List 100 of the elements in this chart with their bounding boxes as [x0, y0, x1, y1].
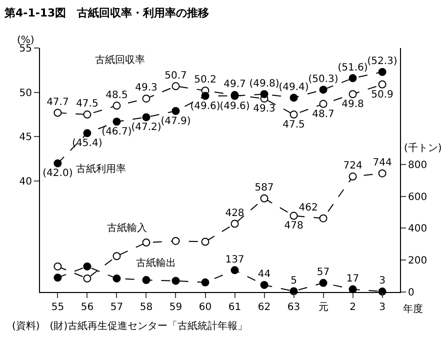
y-tick-label: 40	[19, 176, 32, 188]
point	[54, 108, 62, 117]
data-label: (49.8)	[249, 78, 280, 90]
y2-tick-label: 200	[408, 256, 428, 267]
data-label: 48.7	[312, 108, 334, 120]
data-label: 49.3	[253, 103, 276, 114]
chart-title: 第4-1-13図 古紙回収率・利用率の推移	[3, 6, 210, 20]
point	[230, 220, 239, 228]
y2-tick-label: 0	[408, 288, 414, 298]
point	[112, 102, 121, 110]
point	[260, 280, 268, 289]
text: 古紙回収率	[95, 54, 145, 66]
data-label: 47.7	[46, 96, 69, 108]
point	[142, 276, 150, 284]
point	[112, 118, 121, 126]
data-label: 3	[379, 276, 386, 287]
x-tick-label: 3	[379, 302, 386, 313]
x-tick-label: 57	[110, 302, 124, 313]
data-label: (49.6)	[220, 100, 250, 112]
y-axis-title: (%)	[17, 35, 34, 46]
point	[348, 90, 357, 98]
data-label: (42.0)	[42, 168, 73, 180]
data-label: 47.5	[282, 119, 305, 130]
point	[290, 94, 298, 102]
point	[172, 107, 180, 115]
point	[319, 100, 328, 108]
data-label: 44	[258, 269, 271, 280]
point	[172, 82, 180, 90]
data-label: 49.7	[224, 79, 246, 90]
point	[172, 236, 180, 245]
data-label: 17	[346, 273, 360, 284]
point	[83, 274, 92, 282]
data-label: (47.9)	[160, 116, 191, 127]
y2-axis-title: (千トン)	[404, 142, 442, 154]
point	[319, 214, 328, 222]
x-tick-label: 2	[350, 302, 356, 313]
data-label: 50.9	[371, 89, 394, 100]
data-label: (51.6)	[338, 62, 368, 74]
data-label: 49.3	[135, 82, 158, 94]
y2-tick-label: 400	[408, 224, 428, 235]
point	[348, 172, 357, 181]
point	[54, 159, 62, 168]
point	[142, 94, 150, 103]
text: (資料) (財)古紙再生促進センター「古紙統計年報」	[12, 320, 248, 332]
data-label: (49.4)	[278, 82, 309, 93]
data-label: (45.4)	[72, 138, 102, 150]
x-tick-label: 58	[140, 302, 153, 313]
point	[201, 92, 210, 100]
point	[172, 276, 180, 285]
data-label: (49.6)	[190, 100, 220, 112]
x-tick-label: 62	[258, 302, 271, 313]
series-label: 古紙利用率	[76, 163, 126, 175]
data-label: (47.2)	[131, 122, 162, 134]
point	[290, 212, 298, 220]
point	[319, 86, 328, 94]
point	[112, 274, 121, 282]
point	[54, 274, 62, 282]
point	[201, 238, 210, 246]
point	[260, 90, 268, 98]
point	[201, 278, 210, 286]
data-label: 744	[372, 157, 392, 168]
data-label: 137	[225, 254, 244, 266]
x-tick-label: 63	[287, 302, 300, 313]
data-label: 57	[316, 267, 330, 278]
y2-tick-label: 800	[408, 160, 428, 171]
series-label: 古紙輸入	[107, 222, 147, 234]
point	[142, 113, 150, 122]
point	[142, 238, 150, 247]
data-label: 587	[254, 182, 274, 194]
point	[378, 169, 386, 178]
x-tick-label: 55	[51, 302, 64, 313]
x-tick-label: 60	[198, 302, 212, 313]
point	[83, 129, 92, 138]
data-label: 50.2	[194, 74, 216, 86]
x-tick-label: 元	[318, 302, 328, 313]
x-tick-label: 61	[228, 302, 242, 313]
point	[319, 278, 328, 287]
data-label: 49.8	[342, 99, 364, 110]
point	[54, 262, 62, 270]
y-tick-label: 50	[19, 88, 32, 99]
data-label: 724	[343, 160, 362, 172]
point	[348, 74, 357, 82]
data-label: 428	[225, 208, 244, 219]
point	[378, 80, 386, 88]
point	[83, 110, 92, 119]
data-label: 48.5	[106, 90, 128, 101]
data-label: 47.5	[76, 98, 98, 110]
data-label: 5	[290, 275, 297, 286]
data-label: 462	[298, 202, 318, 214]
point	[83, 262, 92, 270]
x-axis-title: 年度	[403, 303, 423, 315]
data-label: (46.7)	[102, 126, 132, 138]
x-tick-label: 56	[80, 302, 94, 313]
data-label: 478	[284, 220, 304, 232]
point	[290, 110, 298, 119]
data-label: (52.3)	[367, 56, 398, 68]
y-tick-label: 55	[19, 44, 32, 54]
point	[112, 252, 121, 260]
data-label: (50.3)	[308, 74, 338, 85]
point	[230, 266, 239, 274]
